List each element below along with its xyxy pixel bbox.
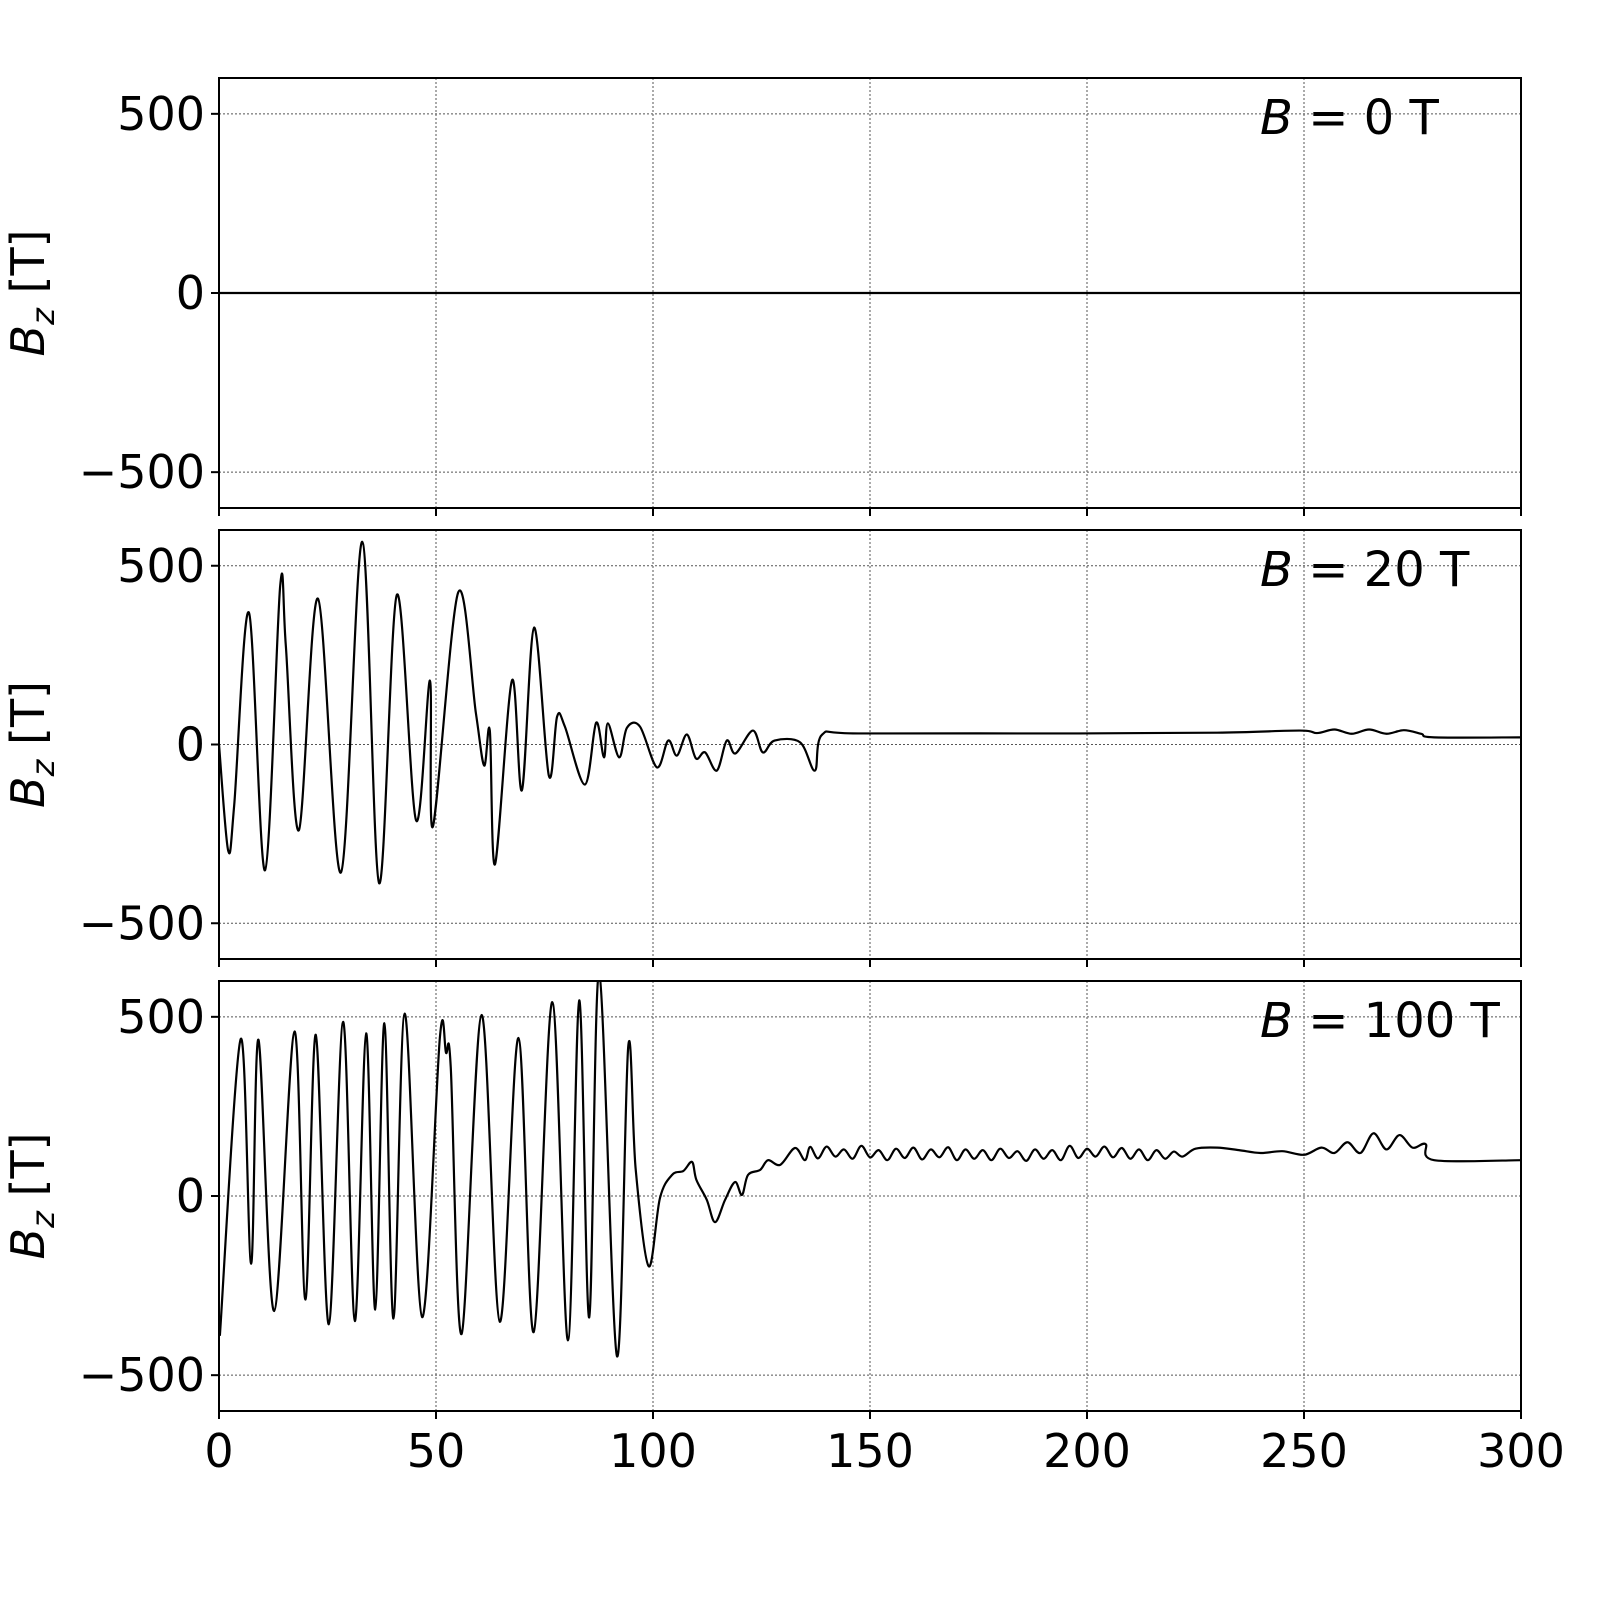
y-label-symbol: B (1, 325, 55, 357)
field-annotation: B = 0 T (1260, 90, 1439, 146)
y-tick-label: 500 (117, 87, 205, 141)
x-tick-label: 0 (204, 1424, 233, 1478)
annotation-text: = 100 T (1293, 993, 1501, 1049)
y-label-unit: [T] (1, 681, 55, 760)
y-label-subscript: z (24, 758, 62, 777)
y-tick-label: 0 (176, 266, 205, 320)
x-tick-label: 250 (1260, 1424, 1348, 1478)
x-tick-label: 50 (407, 1424, 466, 1478)
y-label-subscript: z (24, 1210, 62, 1229)
annotation-symbol: B (1260, 993, 1293, 1049)
y-tick-label: 0 (176, 1169, 205, 1223)
y-label-subscript: z (24, 307, 62, 326)
y-label-unit: [T] (1, 230, 55, 309)
annotation-symbol: B (1260, 90, 1293, 146)
x-tick-label: 300 (1477, 1424, 1565, 1478)
y-label-symbol: B (1, 1228, 55, 1260)
y-tick-label: −500 (79, 445, 205, 499)
y-label-unit: [T] (1, 1133, 55, 1212)
y-label-symbol: B (1, 776, 55, 808)
series-line (219, 540, 1521, 885)
y-tick-label: 500 (117, 539, 205, 593)
x-tick-label: 150 (826, 1424, 914, 1478)
x-tick-label: 200 (1043, 1424, 1131, 1478)
y-tick-label: −500 (79, 896, 205, 950)
annotation-text: = 20 T (1293, 542, 1470, 598)
annotation-text: = 0 T (1293, 90, 1440, 146)
y-tick-label: 500 (117, 990, 205, 1044)
series-line (219, 981, 1521, 1358)
x-tick-label: 100 (609, 1424, 697, 1478)
y-axis-label: Bz [T] (1, 230, 62, 357)
y-axis-label: Bz [T] (1, 1133, 62, 1260)
y-tick-label: −500 (79, 1348, 205, 1402)
y-axis-label: Bz [T] (1, 681, 62, 808)
annotation-symbol: B (1260, 542, 1293, 598)
y-tick-label: 0 (176, 718, 205, 772)
field-annotation: B = 20 T (1260, 542, 1470, 598)
field-annotation: B = 100 T (1260, 993, 1501, 1049)
